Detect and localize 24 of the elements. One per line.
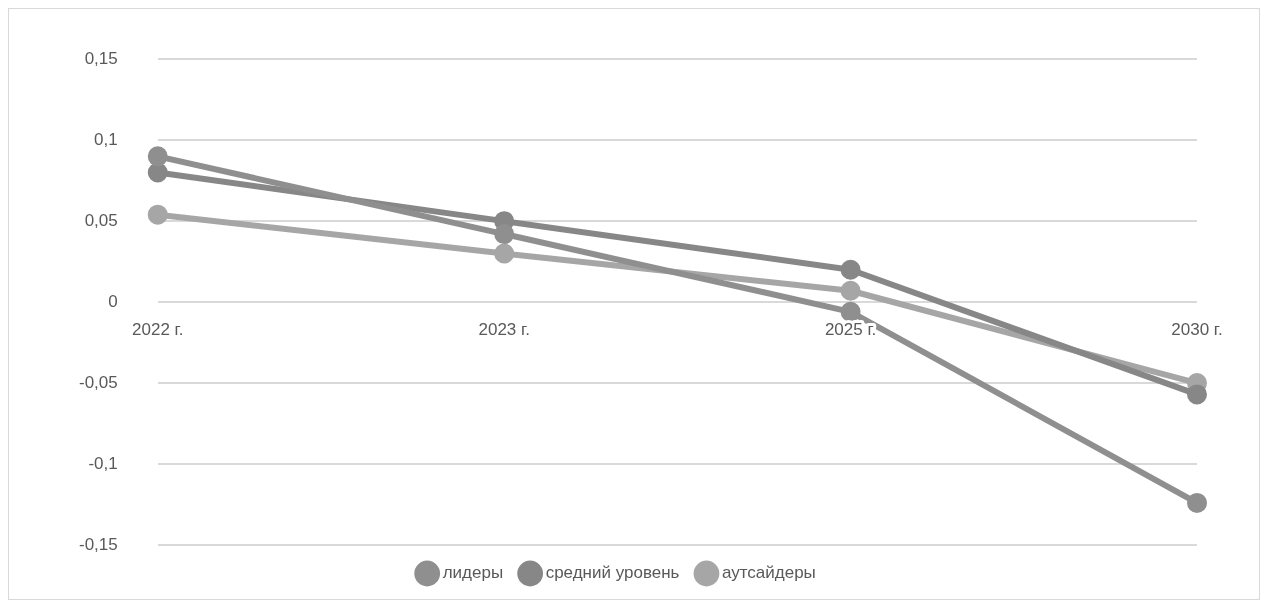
point [1187,492,1207,513]
x-tick-label: 2025 г. [824,320,877,340]
point [840,301,861,322]
point [494,224,515,245]
y-tick-label: 0,05 [84,210,118,230]
y-tick-label: -0,05 [79,372,118,392]
point [147,146,168,167]
x-tick-label: 2030 г. [1171,320,1223,340]
point [147,204,168,225]
y-tick-label: 0,15 [84,48,118,68]
legend-label: средний уровень [545,563,680,583]
legend-label: аутсайдеры [721,563,816,583]
y-tick-label: 0,1 [94,129,118,149]
x-tick-label: 2022 г. [132,320,184,340]
point [840,259,861,280]
legend-label: лидеры [442,563,504,583]
x-tick-label: 2023 г. [478,320,530,340]
point [147,162,168,183]
point [840,280,861,301]
y-tick-label: -0,15 [79,534,118,554]
point [494,243,515,264]
y-tick-label: -0,1 [88,453,118,473]
point [1187,384,1207,405]
y-tick-label: 0 [108,291,118,311]
